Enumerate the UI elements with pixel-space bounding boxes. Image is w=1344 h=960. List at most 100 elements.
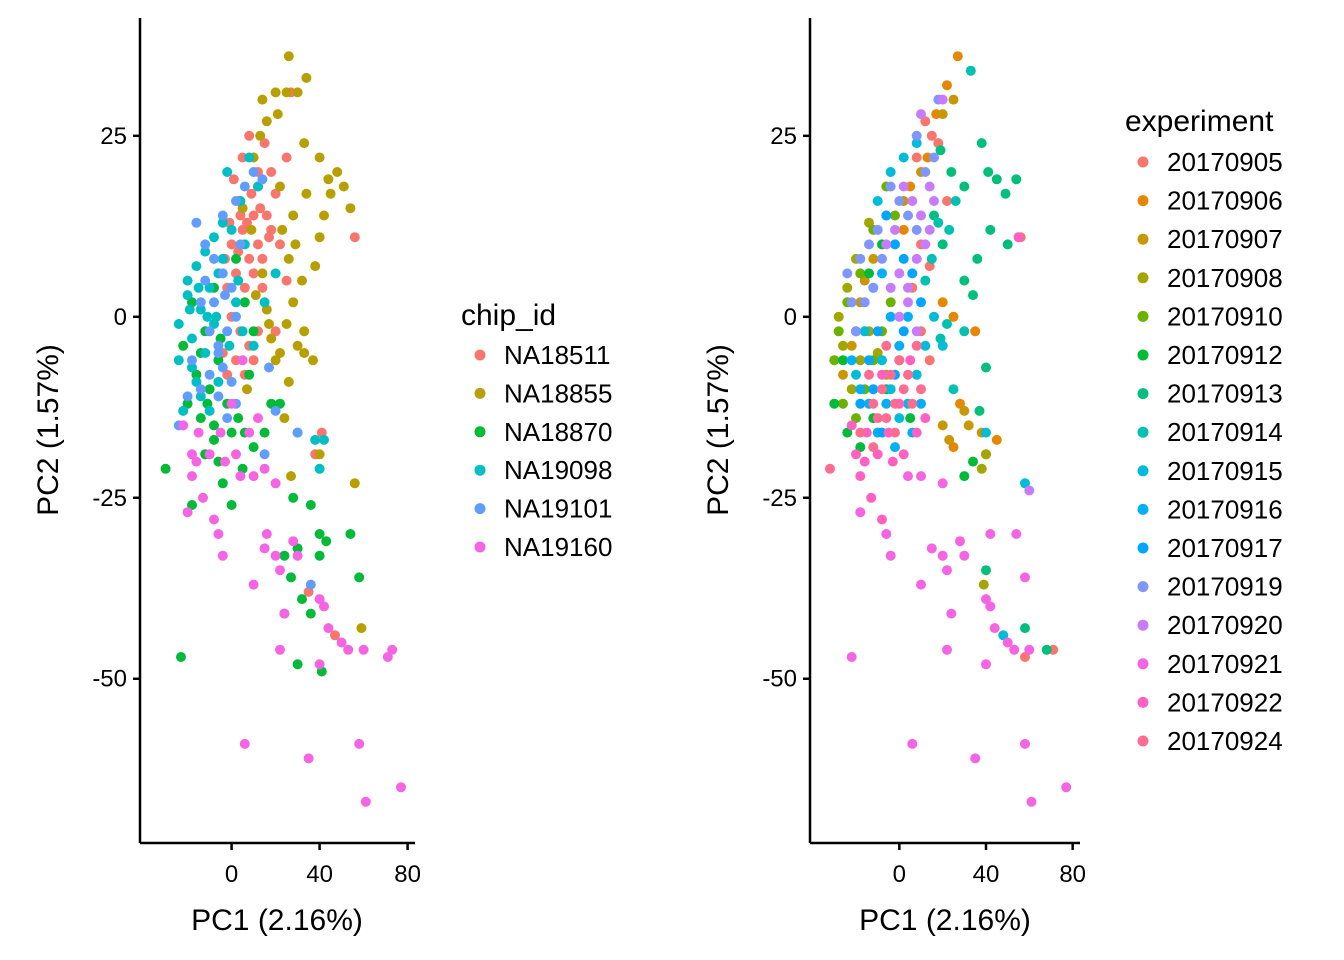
data-point — [881, 413, 892, 424]
data-point — [182, 507, 193, 518]
data-point — [920, 239, 931, 250]
data-point — [187, 362, 197, 373]
data-point — [270, 326, 281, 337]
data-point — [872, 348, 883, 358]
legend-swatch — [1137, 503, 1149, 515]
data-point — [859, 275, 870, 286]
data-point — [920, 413, 931, 424]
data-point — [877, 369, 887, 380]
data-point — [237, 326, 248, 337]
data-point — [937, 340, 948, 351]
y-tick-label: 0 — [114, 304, 127, 331]
plot-area-chip-id — [160, 51, 406, 807]
data-point — [829, 355, 840, 366]
data-point — [929, 210, 939, 221]
data-point — [226, 376, 237, 387]
data-point — [855, 398, 866, 409]
data-point — [920, 340, 931, 351]
data-point — [297, 275, 307, 286]
data-point — [209, 253, 219, 264]
data-point — [244, 369, 255, 380]
data-point — [345, 203, 356, 214]
data-point — [898, 181, 909, 192]
legend-label: 20170915 — [1167, 456, 1283, 486]
data-point — [890, 427, 900, 438]
data-point — [187, 333, 197, 344]
data-point — [275, 644, 285, 655]
data-point — [859, 297, 870, 308]
data-point — [911, 340, 922, 351]
data-point — [907, 268, 918, 279]
x-tick-label: 0 — [893, 861, 906, 888]
legend-label: 20170922 — [1167, 687, 1283, 717]
data-point — [257, 282, 268, 293]
data-point — [974, 405, 985, 416]
data-point — [275, 398, 285, 409]
legend-entry: NA19101 — [474, 494, 612, 524]
legend-chip-id: chip_id NA18511 NA18855 NA18870 NA19098 NA19… — [461, 299, 612, 562]
data-point — [248, 210, 259, 221]
data-point — [248, 579, 259, 590]
data-point — [319, 601, 329, 612]
y-tick-label: -25 — [92, 485, 127, 512]
legend-label: 20170920 — [1167, 610, 1283, 640]
data-point — [872, 326, 883, 337]
data-point — [881, 340, 892, 351]
legend-label: 20170916 — [1167, 494, 1283, 524]
data-point — [248, 268, 259, 279]
legend-swatch — [1137, 426, 1149, 438]
data-point — [279, 550, 290, 561]
data-point — [981, 659, 991, 670]
data-point — [937, 109, 948, 120]
data-point — [198, 492, 208, 503]
data-point — [270, 355, 281, 366]
legend-entry: 20170907 — [1137, 224, 1283, 254]
data-point — [955, 536, 965, 547]
data-point — [833, 326, 844, 337]
data-point — [1020, 652, 1030, 662]
data-point — [978, 579, 989, 590]
data-point — [846, 420, 857, 431]
data-point — [195, 391, 206, 402]
data-point — [894, 268, 905, 279]
legend-entry: 20170922 — [1137, 687, 1283, 717]
data-point — [972, 253, 983, 264]
data-point — [292, 340, 303, 351]
data-point — [305, 579, 316, 590]
data-point — [226, 427, 237, 438]
data-point — [217, 362, 228, 373]
data-point — [946, 608, 957, 619]
data-point — [354, 572, 365, 583]
data-point — [911, 427, 922, 438]
legend-label: 20170913 — [1167, 379, 1283, 409]
data-point — [920, 275, 931, 286]
legend-entry: 20170915 — [1137, 456, 1283, 486]
data-point — [855, 253, 866, 264]
data-point — [281, 319, 292, 329]
data-point — [226, 224, 237, 235]
legend-entry: 20170913 — [1137, 379, 1283, 409]
data-point — [968, 290, 978, 301]
y-tick-label: -50 — [762, 666, 797, 693]
data-point — [226, 282, 237, 293]
data-point — [286, 572, 296, 583]
data-point — [907, 196, 918, 206]
data-point — [292, 87, 303, 98]
data-point — [301, 188, 312, 199]
data-point — [187, 500, 197, 510]
data-point — [890, 239, 900, 250]
legend-swatch — [1137, 735, 1149, 747]
data-point — [222, 326, 233, 337]
x-ticks: 0 40 80 — [225, 843, 421, 888]
data-point — [916, 297, 926, 308]
data-point — [233, 413, 244, 424]
data-point — [288, 210, 299, 221]
data-point — [885, 550, 896, 561]
data-point — [270, 405, 281, 416]
data-point — [838, 355, 848, 366]
data-point — [253, 413, 263, 424]
data-point — [255, 130, 266, 141]
data-point — [983, 167, 994, 177]
data-point — [929, 196, 939, 206]
